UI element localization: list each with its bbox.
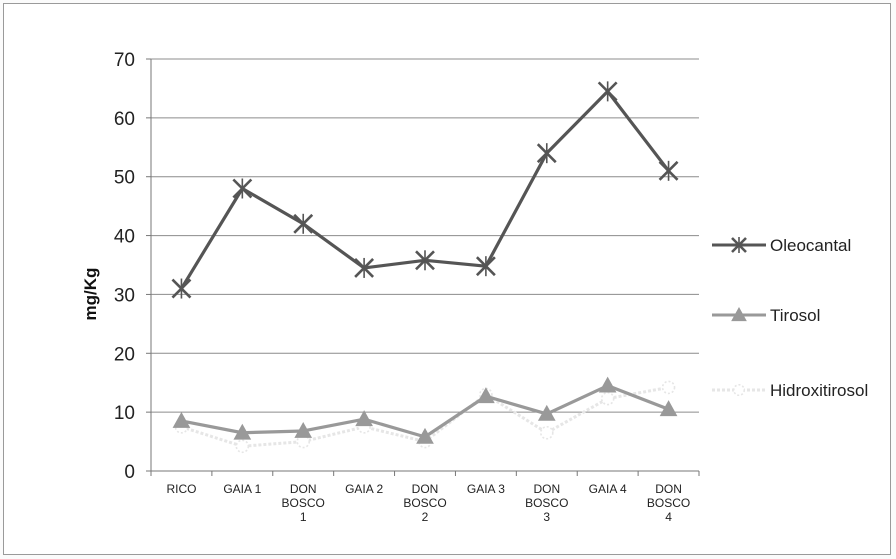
x-category-label-line: 4 <box>665 510 672 524</box>
y-tick-label: 70 <box>114 50 135 71</box>
data-point-marker <box>598 376 617 393</box>
data-point-marker <box>232 178 253 199</box>
legend-entry: Hidroxitirosol <box>712 381 868 400</box>
data-point-marker <box>477 387 495 404</box>
x-category-label: GAIA 4 <box>589 482 627 496</box>
legend-label: Hidroxitirosol <box>770 381 868 400</box>
legend-label: Tirosol <box>770 306 820 325</box>
gridlines <box>151 58 699 413</box>
x-category-label-line: GAIA 1 <box>223 482 261 496</box>
data-point-marker <box>658 160 679 181</box>
data-point-marker <box>661 380 676 395</box>
y-tick-label: 0 <box>124 462 135 483</box>
x-category-label: DON BOSCO 3 <box>525 482 568 524</box>
y-tick-labels: 0 10 20 30 40 50 60 70 <box>114 50 135 483</box>
data-point-marker <box>732 383 746 397</box>
y-tick-label: 40 <box>114 227 135 248</box>
data-point-marker <box>600 391 615 406</box>
x-category-label: DON BOSCO 4 <box>647 482 690 524</box>
x-category-label-line: BOSCO <box>647 496 690 510</box>
x-category-label-line: DON <box>290 482 317 496</box>
x-category-label: GAIA 2 <box>345 482 383 496</box>
data-point-marker <box>233 423 252 440</box>
data-point-marker <box>536 143 557 164</box>
y-tick-label: 50 <box>114 168 135 189</box>
data-point-marker <box>731 237 747 253</box>
data-point-marker <box>296 434 311 449</box>
x-category-label-line: GAIA 4 <box>589 482 627 496</box>
data-point-marker <box>172 411 191 428</box>
data-point-marker <box>294 421 313 438</box>
x-category-label-line: GAIA 3 <box>467 482 505 496</box>
x-category-label: DON BOSCO 1 <box>282 482 325 524</box>
y-tick-label: 20 <box>114 344 135 365</box>
data-point-marker <box>416 427 434 444</box>
data-point-marker <box>539 425 554 440</box>
x-category-label: DON BOSCO 2 <box>403 482 446 524</box>
y-tick-label: 10 <box>114 403 135 424</box>
legend-label: Oleocantal <box>770 236 851 255</box>
x-category-label: GAIA 3 <box>467 482 505 496</box>
x-category-label-line: DON <box>533 482 560 496</box>
axes <box>146 58 700 476</box>
series-lines <box>171 81 679 454</box>
data-point-marker <box>235 439 250 454</box>
y-tick-label: 60 <box>114 109 135 130</box>
data-point-marker <box>171 278 192 299</box>
x-category-label-line: 3 <box>543 510 550 524</box>
legend-entry: Tirosol <box>712 306 820 325</box>
chart-frame: 0 10 20 30 40 50 60 70 RICO GAIA 1 DON BOSCO 1 GAIA … <box>3 3 891 555</box>
data-point-marker <box>293 213 314 234</box>
legend-entry: Oleocantal <box>712 236 851 255</box>
y-tick-label: 30 <box>114 285 135 306</box>
series-oleocantal <box>171 81 679 299</box>
legend: Oleocantal Tirosol Hidroxitirosol <box>712 236 868 400</box>
x-category-label-line: BOSCO <box>282 496 325 510</box>
x-category-label-line: GAIA 2 <box>345 482 383 496</box>
x-category-label-line: 1 <box>300 510 307 524</box>
y-axis-title: mg/Kg <box>81 268 100 321</box>
x-category-label-line: 2 <box>422 510 429 524</box>
data-point-marker <box>354 257 375 278</box>
data-point-marker <box>659 400 678 417</box>
data-point-marker <box>537 404 556 421</box>
x-category-label: GAIA 1 <box>223 482 261 496</box>
data-point-marker <box>597 81 618 102</box>
data-point-marker <box>475 256 496 277</box>
x-category-label-line: DON <box>655 482 682 496</box>
x-category-label-line: BOSCO <box>403 496 446 510</box>
x-category-label: RICO <box>166 482 196 496</box>
x-category-label-line: RICO <box>166 482 196 496</box>
data-point-marker <box>355 410 373 427</box>
series-tirosol <box>172 376 678 444</box>
data-point-marker <box>415 250 435 271</box>
data-point-marker <box>731 306 747 322</box>
x-category-label-line: DON <box>412 482 439 496</box>
x-category-label-line: BOSCO <box>525 496 568 510</box>
